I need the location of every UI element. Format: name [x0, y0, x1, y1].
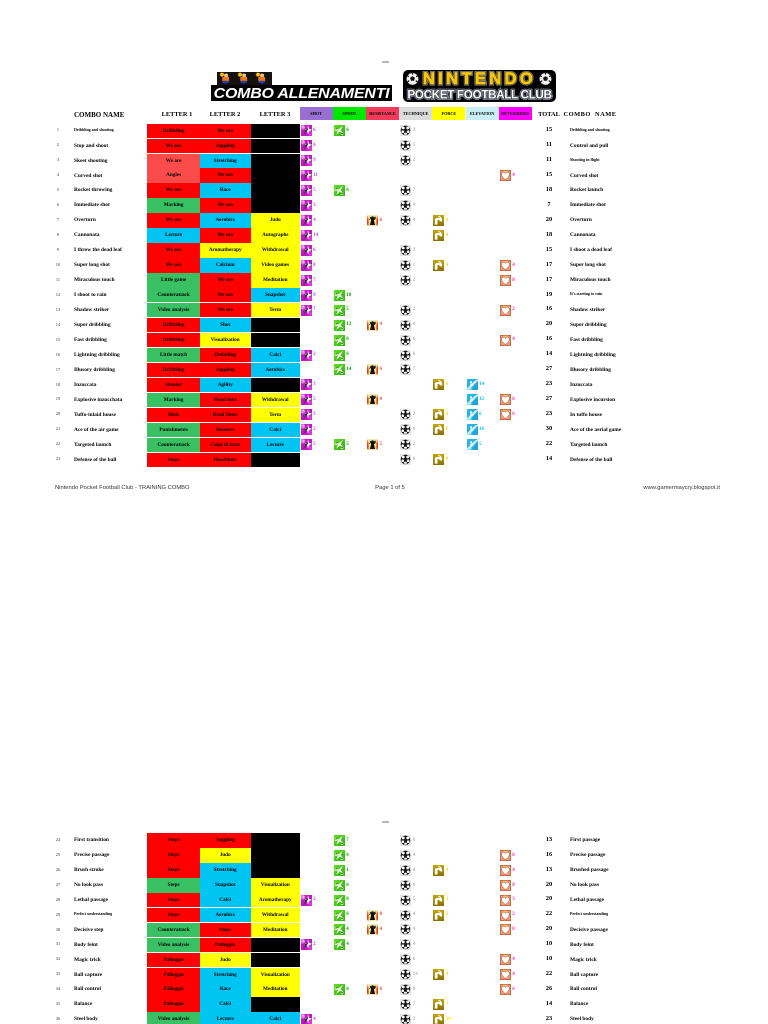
svg-text:POCKET FOOTBALL CLUB: POCKET FOOTBALL CLUB — [407, 88, 551, 101]
svg-text:POCKET FOOTBALL CLUB: POCKET FOOTBALL CLUB — [407, 88, 551, 101]
svg-text:NINTENDO: NINTENDO — [423, 70, 536, 88]
svg-text:NINTENDO: NINTENDO — [423, 70, 536, 88]
svg-text:NINTENDO: NINTENDO — [423, 70, 536, 88]
